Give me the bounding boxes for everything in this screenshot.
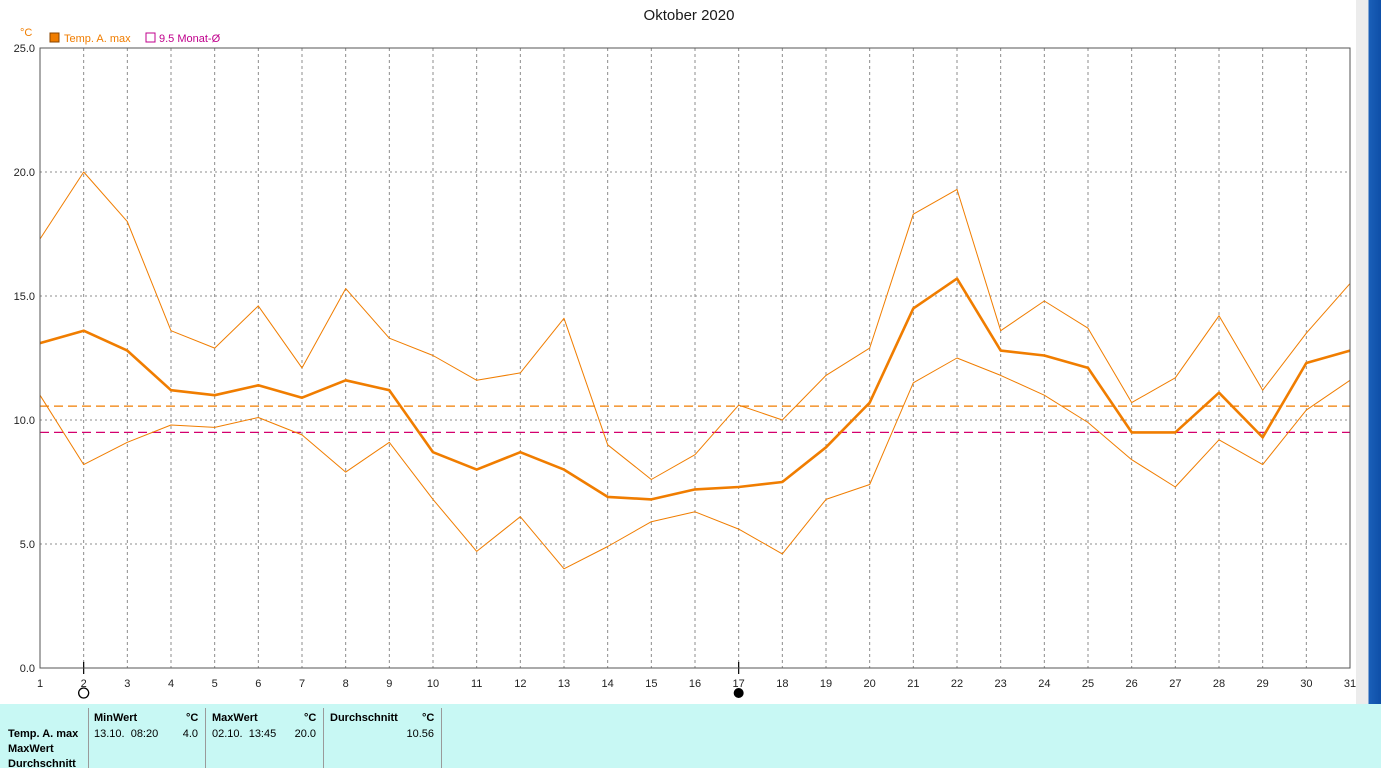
x-tick-label: 19 (820, 678, 832, 690)
x-tick-label: 24 (1038, 678, 1050, 690)
row-label-temp-max: Temp. A. max (8, 728, 79, 740)
x-tick-label: 30 (1300, 678, 1312, 690)
row-label-durchschnitt: Durchschnitt (8, 758, 76, 770)
x-axis-ticks: 1 2 3 4 5 6 7 8 9 10 11 12 13 14 15 16 17 18 19 20 21 22 23 24 2… (37, 678, 1356, 690)
legend-swatch-temp-max (49, 32, 60, 43)
full-moon-icon (78, 687, 90, 699)
x-tick-label: 27 (1169, 678, 1181, 690)
x-tick-label: 14 (602, 678, 614, 690)
legend: Temp. A. max 9.5 Monat-Ø (49, 32, 221, 45)
x-tick-label: 23 (995, 678, 1007, 690)
x-tick-label: 3 (124, 678, 130, 690)
min-value: 4.0 (182, 728, 198, 740)
x-tick-label: 6 (255, 678, 261, 690)
x-tick-label: 10 (427, 678, 439, 690)
min-header: MinWert (94, 712, 138, 724)
stats-min-column: MinWert °C 13.10. 08:20 4.0 (94, 704, 204, 768)
max-unit: °C (304, 712, 317, 724)
x-tick-label: 17 (733, 678, 745, 690)
y-unit-label: °C (20, 27, 32, 39)
x-tick-label: 18 (776, 678, 788, 690)
chart-title: Oktober 2020 (644, 7, 735, 24)
series-line-envelope (39, 171, 1351, 480)
reference-lines (40, 405, 1350, 434)
stats-avg-column: Durchschnitt °C 10.56 (330, 704, 440, 768)
x-tick-label: 2 (81, 678, 87, 690)
grid (40, 48, 1350, 668)
min-unit: °C (186, 712, 199, 724)
row-label-maxwert: MaxWert (8, 743, 54, 755)
x-tick-label: 11 (471, 678, 482, 690)
min-datetime: 13.10. 08:20 (94, 728, 159, 740)
x-tick-label: 5 (212, 678, 218, 690)
y-axis-ticks: 0.0 5.0 10.0 15.0 20.0 25.0 (14, 43, 35, 675)
y-tick-label: 5.0 (20, 539, 35, 551)
x-tick-label: 1 (37, 678, 43, 690)
moon-markers (78, 662, 744, 699)
x-tick-label: 13 (558, 678, 570, 690)
plot-frame (39, 47, 1351, 669)
stats-max-column: MaxWert °C 02.10. 13:45 20.0 (212, 704, 322, 768)
y-tick-label: 25.0 (14, 43, 35, 55)
stats-separator (441, 708, 442, 768)
series-line-envelope (39, 357, 1351, 570)
x-tick-label: 28 (1213, 678, 1225, 690)
chart: Oktober 2020 °C Temp. A. max 9.5 Monat-Ø… (14, 7, 1356, 699)
series-line-temp-max (39, 277, 1351, 501)
avg-header: Durchschnitt (330, 712, 398, 724)
max-header: MaxWert (212, 712, 258, 724)
new-moon-icon (733, 688, 744, 698)
x-tick-label: 31 (1344, 678, 1356, 690)
stats-row-labels: Temp. A. max MaxWert Durchschnitt (8, 704, 92, 770)
x-tick-label: 8 (343, 678, 349, 690)
x-tick-label: 9 (386, 678, 392, 690)
x-tick-label: 15 (645, 678, 657, 690)
legend-label-temp-max: Temp. A. max (64, 33, 131, 45)
avg-unit: °C (422, 712, 435, 724)
stats-separator (205, 708, 206, 768)
x-tick-label: 16 (689, 678, 701, 690)
max-datetime: 02.10. 13:45 (212, 728, 277, 740)
x-tick-label: 29 (1257, 678, 1269, 690)
y-tick-label: 10.0 (14, 415, 35, 427)
y-tick-label: 20.0 (14, 167, 35, 179)
x-tick-label: 21 (907, 678, 919, 690)
legend-label-monthly-avg: 9.5 Monat-Ø (159, 33, 221, 45)
x-tick-label: 12 (514, 678, 526, 690)
x-tick-label: 7 (299, 678, 305, 690)
stats-separator (88, 708, 89, 768)
y-tick-label: 0.0 (20, 663, 35, 675)
x-tick-label: 4 (168, 678, 174, 690)
series-lines (39, 171, 1351, 570)
avg-value: 10.56 (406, 728, 434, 740)
x-tick-label: 26 (1126, 678, 1138, 690)
x-tick-label: 25 (1082, 678, 1094, 690)
x-tick-label: 20 (864, 678, 876, 690)
y-tick-label: 15.0 (14, 291, 35, 303)
window-edge (1356, 0, 1381, 704)
stats-panel: Temp. A. max MaxWert Durchschnitt MinWer… (0, 704, 1381, 770)
max-value: 20.0 (294, 728, 316, 740)
stats-separator (323, 708, 324, 768)
legend-swatch-monthly-avg (145, 32, 156, 43)
x-tick-label: 22 (951, 678, 963, 690)
